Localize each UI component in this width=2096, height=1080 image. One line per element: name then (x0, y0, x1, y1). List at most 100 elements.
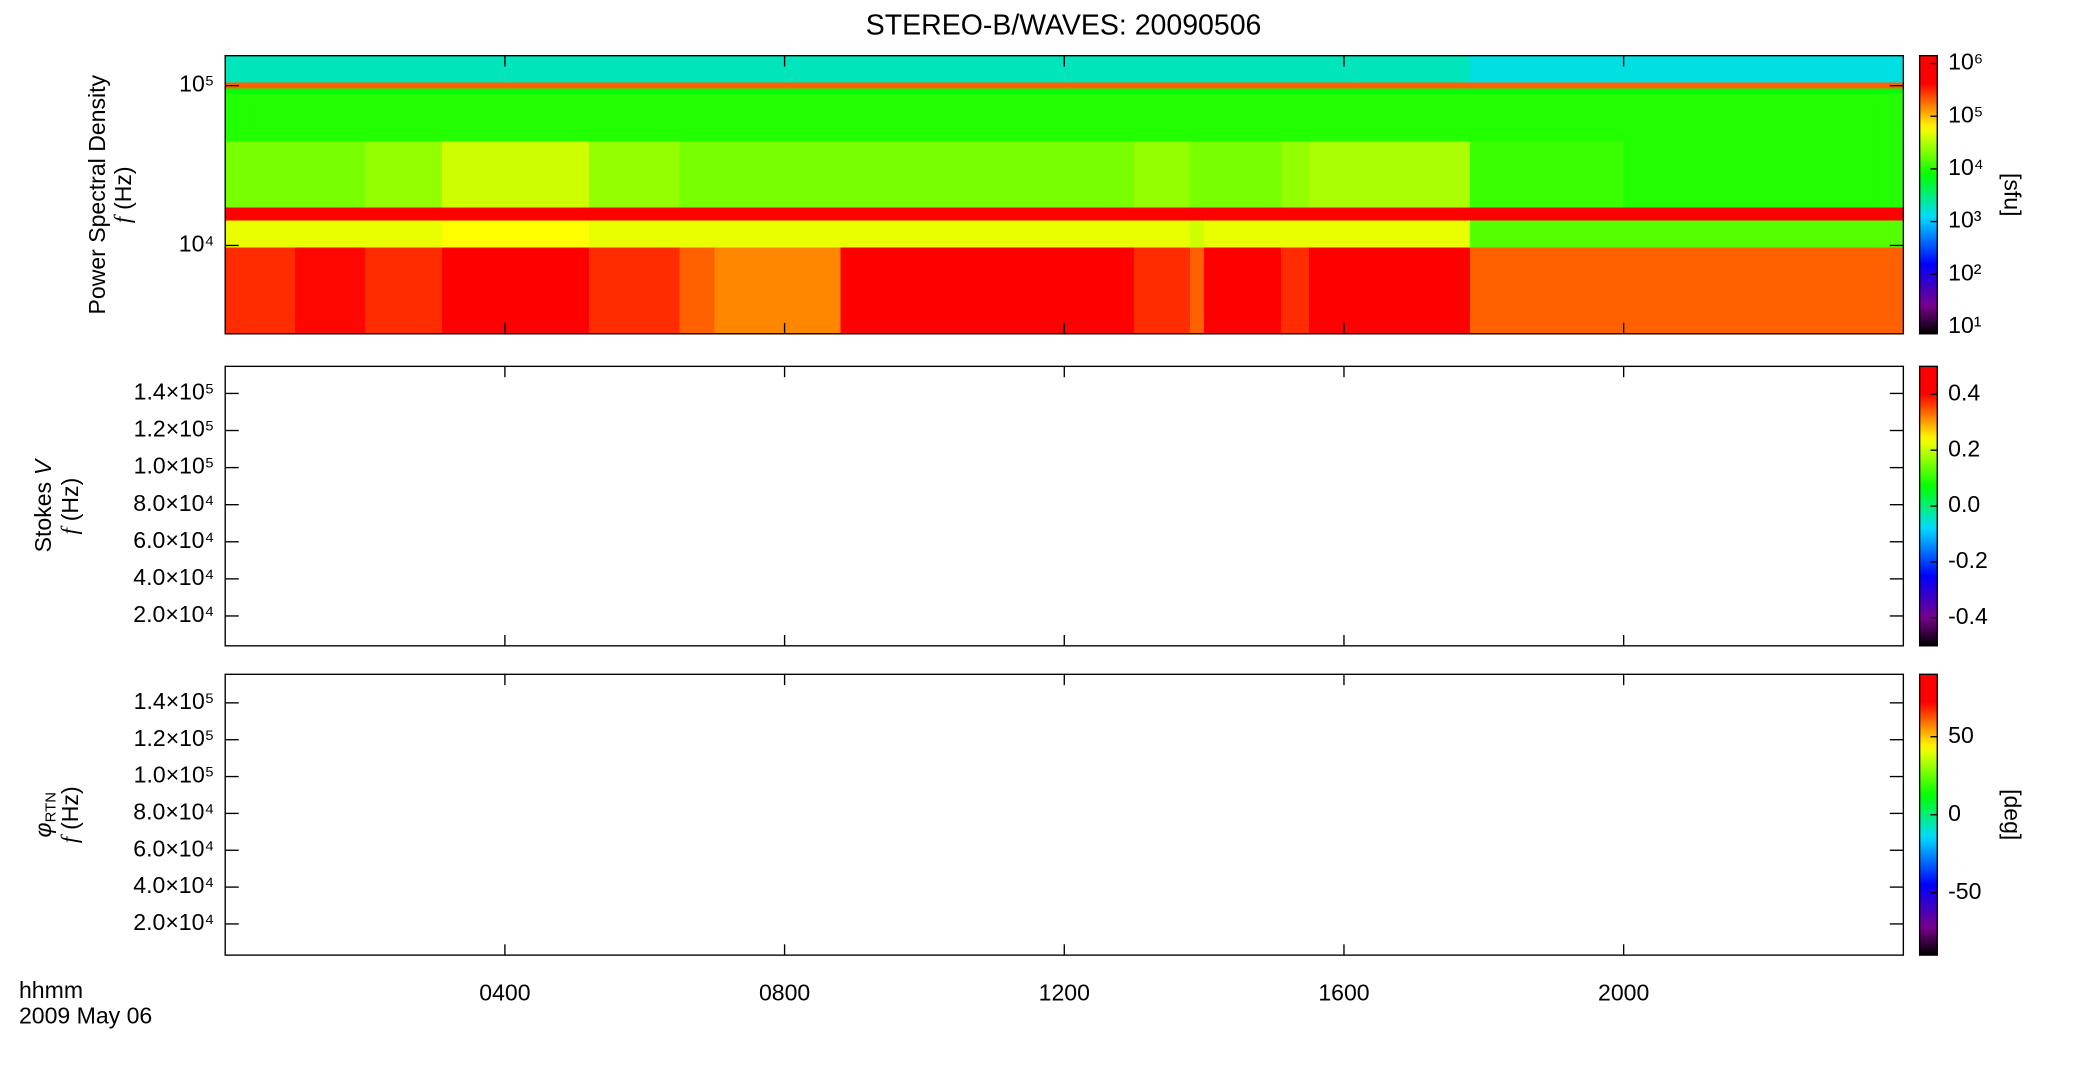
y-label-variable: f (56, 524, 82, 534)
heatmap-cell (1204, 141, 1282, 208)
heatmap-cell (588, 246, 681, 335)
heatmap-cell (365, 81, 443, 89)
heatmap-cell (840, 246, 996, 335)
heatmap-cell (1281, 87, 1310, 94)
y-tick-label: 8.0×10⁴ (133, 490, 214, 516)
colorbar-label: [sfu] (1999, 173, 2025, 217)
heatmap-cell (1309, 81, 1471, 89)
heatmap-cell (1204, 219, 1282, 248)
heatmap-cell (588, 55, 681, 83)
y-axis-label: f (Hz) (109, 166, 136, 223)
heatmap-cell (1309, 87, 1471, 94)
heatmap-cell (714, 141, 842, 208)
heatmap-cell (1134, 141, 1191, 208)
heatmap-cell (1469, 81, 1625, 89)
heatmap-cell (225, 81, 296, 89)
heatmap-cell (1190, 81, 1205, 89)
heatmap-cell (1134, 206, 1191, 221)
heatmap-cell (1469, 246, 1625, 335)
heatmap-cell (441, 92, 590, 142)
x-tick-label: 0800 (759, 980, 810, 1006)
heatmap-cell (840, 206, 996, 221)
heatmap-cell (840, 87, 996, 94)
y-tick-label: 4.0×10⁴ (133, 564, 214, 590)
heatmap-cell (295, 141, 366, 208)
heatmap-cell (1469, 92, 1625, 142)
heatmap-cell (994, 246, 1135, 335)
colorbar-tick-label: -0.2 (1948, 547, 1988, 573)
y-tick-label: 1.4×10⁵ (134, 688, 215, 714)
heatmap-cell (441, 141, 590, 208)
heatmap-cell (1134, 55, 1191, 83)
y-tick-label: 1.0×10⁵ (134, 453, 215, 479)
heatmap-cell (1309, 55, 1471, 83)
heatmap-cell (1190, 92, 1205, 142)
heatmap-cell (679, 87, 716, 94)
heatmap-cell (840, 219, 996, 248)
heatmap-cell (679, 81, 716, 89)
heatmap-cell (714, 87, 842, 94)
y-label-symbol: φ (30, 822, 56, 837)
colorbar-tick-label: 0.4 (1948, 379, 1980, 405)
heatmap-cell (1204, 87, 1282, 94)
x-tick-label: 1600 (1318, 980, 1369, 1006)
heatmap-cell (840, 55, 996, 83)
y-tick-label: 2.0×10⁴ (133, 601, 214, 627)
heatmap-cell (588, 87, 681, 94)
heatmap-cell (1281, 141, 1310, 208)
heatmap-cell (1469, 87, 1625, 94)
y-label-unit: (Hz) (110, 166, 136, 210)
heatmap-cell (295, 81, 366, 89)
heatmap-cell (1134, 81, 1191, 89)
heatmap-cell (225, 219, 296, 248)
heatmap-cell (1134, 246, 1191, 335)
colorbar-tick-label: 0 (1948, 800, 1961, 826)
heatmap-cell (365, 206, 443, 221)
heatmap-cell (679, 92, 716, 142)
y-label-name: Stokes (30, 482, 56, 552)
heatmap-cell (588, 206, 681, 221)
y-label-symbol: V (30, 457, 56, 475)
y-axis-label: φRTN (30, 792, 60, 837)
heatmap-cell (295, 206, 366, 221)
chart-title: STEREO-B/WAVES: 20090506 (866, 10, 1262, 42)
heatmap-cell (1281, 219, 1310, 248)
y-tick-label: 6.0×10⁴ (133, 527, 214, 553)
x-tick-label: 0400 (479, 980, 530, 1006)
heatmap-cell (588, 92, 681, 142)
colorbar-tick-label: 10² (1948, 259, 1982, 285)
x-tick-label: 1200 (1039, 980, 1090, 1006)
time-label: hhmm (19, 977, 83, 1003)
heatmap-cell (1309, 206, 1471, 221)
heatmap-cell (1281, 92, 1310, 142)
x-tick-label: 2000 (1598, 980, 1649, 1006)
heatmap-cell (1469, 55, 1625, 83)
heatmap-cell (1190, 206, 1205, 221)
heatmap-cell (1204, 81, 1282, 89)
heatmap-cell (1623, 81, 1905, 89)
colorbar-tick-label: 10⁶ (1948, 49, 1983, 75)
heatmap-cell (714, 81, 842, 89)
heatmap-cell (1190, 219, 1205, 248)
heatmap-cell (365, 219, 443, 248)
heatmap-cell (441, 206, 590, 221)
y-axis-label: Power Spectral Density (84, 74, 110, 314)
heatmap-cell (1309, 219, 1471, 248)
heatmap-cell (1281, 55, 1310, 83)
heatmap-cell (1134, 87, 1191, 94)
heatmap-cell (1309, 141, 1471, 208)
heatmap-cell (365, 87, 443, 94)
heatmap-cell (225, 92, 296, 142)
heatmap-cell (441, 81, 590, 89)
heatmap-cell (1469, 206, 1625, 221)
colorbar-tick-label: 10³ (1948, 207, 1982, 233)
y-axis-label: f (Hz) (56, 786, 83, 843)
heatmap-cell (1623, 92, 1905, 142)
heatmap-cell (1623, 246, 1905, 335)
heatmap-cell (225, 141, 296, 208)
y-label-subscript: RTN (42, 792, 59, 822)
heatmap-cell (1623, 219, 1905, 248)
heatmap-cell (679, 246, 716, 335)
